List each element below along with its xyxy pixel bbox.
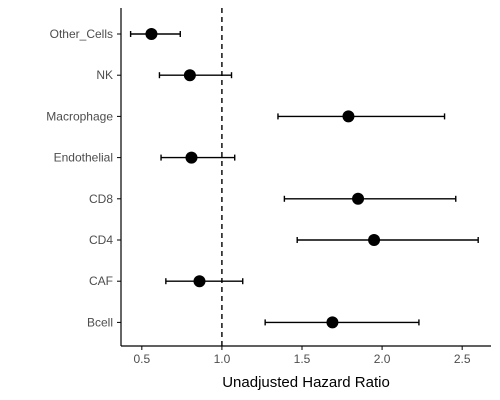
estimate-point xyxy=(183,69,196,82)
estimate-point xyxy=(368,234,381,246)
x-tick-label: 1.0 xyxy=(214,352,231,366)
estimate-point xyxy=(342,110,355,123)
plot-area xyxy=(117,8,491,350)
y-tick-label: NK xyxy=(96,68,113,82)
x-axis-title: Unadjusted Hazard Ratio xyxy=(222,374,390,391)
y-tick-label: CAF xyxy=(89,274,113,288)
y-tick-label: Endothelial xyxy=(54,151,113,165)
y-tick-label: Other_Cells xyxy=(50,27,113,41)
x-tick-label: 2.0 xyxy=(374,352,391,366)
y-tick-label: CD8 xyxy=(89,192,113,206)
estimate-point xyxy=(193,275,206,288)
x-tick-label: 1.5 xyxy=(294,352,311,366)
y-tick-label: Macrophage xyxy=(46,109,113,123)
labels-layer: 0.5 1.0 1.5 2.0 2.5 Other_Cells NK Macrophage En… xyxy=(46,27,471,366)
x-tick-label: 0.5 xyxy=(133,352,150,366)
estimate-point xyxy=(185,151,198,164)
y-tick-label: Bcell xyxy=(87,315,113,329)
y-tick-label: CD4 xyxy=(89,233,113,247)
estimate-point xyxy=(352,192,365,205)
estimate-point xyxy=(326,316,339,329)
x-tick-label: 2.5 xyxy=(454,352,471,366)
estimate-point xyxy=(145,28,158,40)
